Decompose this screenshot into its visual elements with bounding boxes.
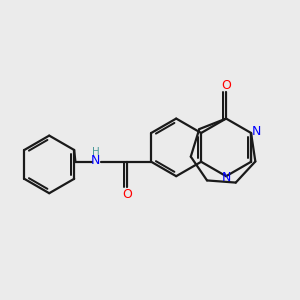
Text: N: N: [91, 154, 101, 167]
Text: N: N: [252, 125, 261, 138]
Text: O: O: [221, 79, 231, 92]
Text: O: O: [122, 188, 132, 201]
Text: H: H: [92, 147, 100, 158]
Text: N: N: [221, 171, 231, 184]
